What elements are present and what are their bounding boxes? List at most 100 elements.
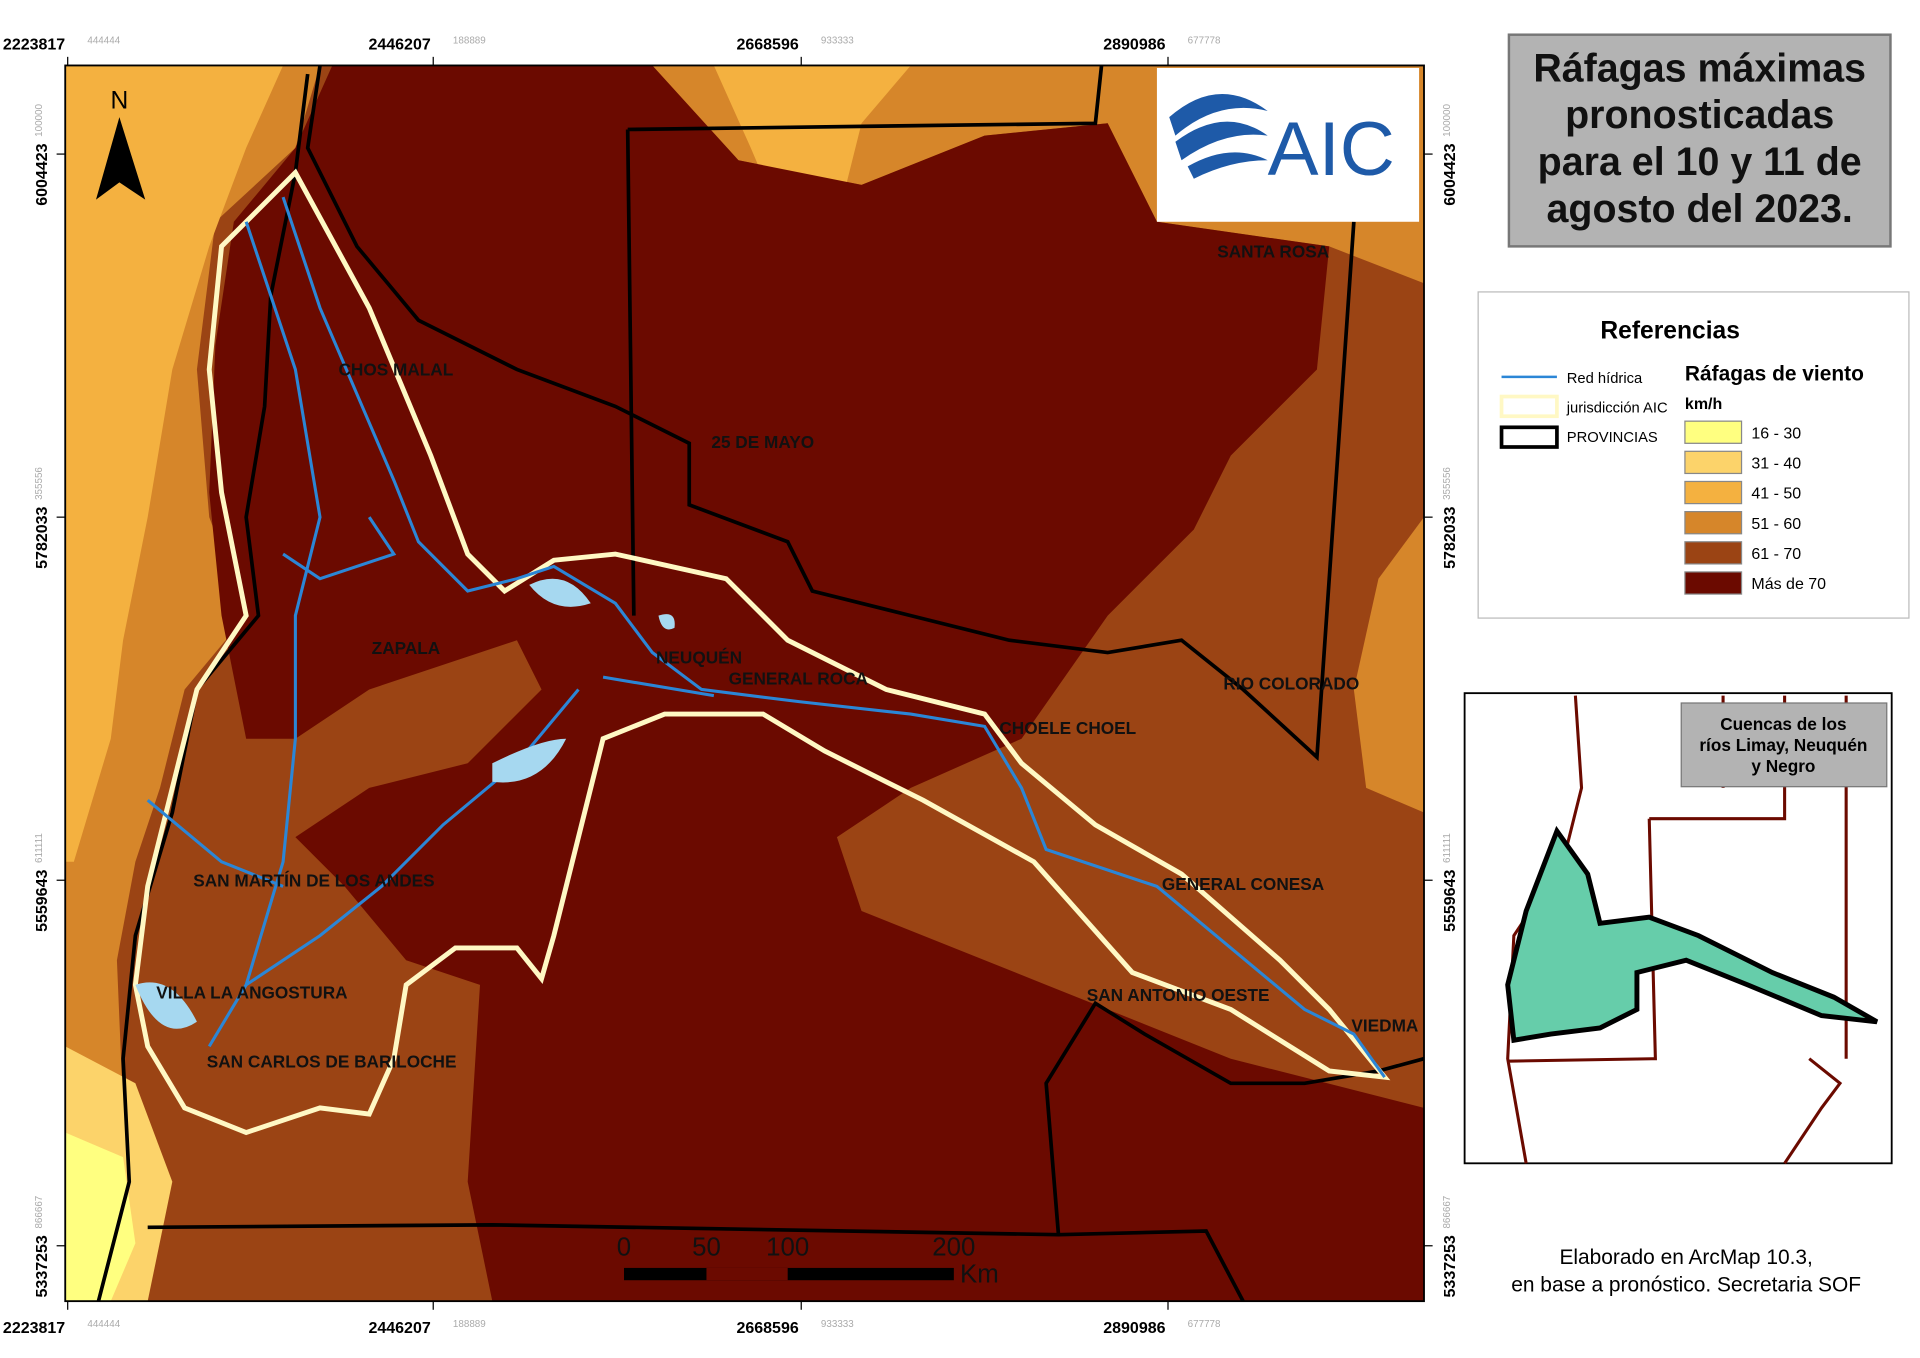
y-coord-label: 6004423 [34,143,51,205]
legend-class-label: 16 - 30 [1751,425,1801,442]
province-border [147,65,1424,1302]
place-label: CHOS MALAL [338,360,453,380]
x-coord-label: 2668596 [736,36,798,53]
x-coord-label: 2668596 [736,1320,798,1337]
inset-basin [1505,825,1879,1044]
title: pronosticadas [1565,93,1834,137]
logo-text: AIC [1268,107,1395,192]
x-coord-minor: 188889 [453,35,486,46]
y-coord-minor: 100000 [1442,104,1453,137]
inset-title-box [1680,702,1888,788]
place-label: SANTA ROSA [1217,241,1329,261]
x-coord-label: 2223817 [3,1320,65,1337]
scale-label: 50 [692,1234,721,1262]
y-coord-minor: 355556 [34,467,45,500]
scale-bar-segment [706,1267,788,1281]
legend-swatch [1684,450,1743,475]
province-border [96,73,310,1302]
y-coord-label: 5782033 [1442,506,1459,568]
legend-layer: jurisdicción AIC [1566,401,1668,417]
legend-juris-symbol [1499,394,1559,419]
legend-swatch [1684,541,1743,565]
legend-class-label: Más de 70 [1751,576,1826,593]
north-arrow [96,117,146,200]
x-coord-minor: 933333 [821,1319,854,1330]
place-label: VIEDMA [1351,1016,1418,1036]
legend-prov-symbol [1499,425,1559,449]
y-coord-minor: 100000 [34,104,45,137]
scale-label: 200 [932,1234,975,1262]
legend-title: Referencias [1600,318,1740,345]
place-label: RIO COLORADO [1223,673,1359,693]
x-coord-label: 2890986 [1103,1320,1165,1337]
legend-wind-title: Ráfagas de viento [1685,363,1864,386]
y-coord-label: 5337253 [34,1235,51,1297]
wind-zone [713,65,911,235]
inset-title: y Negro [1751,756,1815,776]
y-coord-label: 5559643 [1442,870,1459,932]
y-coord-minor: 611111 [1442,833,1453,863]
map-frame [65,65,1424,1302]
x-coord-label: 2223817 [3,36,65,53]
place-label: 25 DE MAYO [711,432,814,452]
y-coord-minor: 611111 [34,833,45,863]
y-coord-label: 5337253 [1442,1235,1459,1297]
place-label: SAN ANTONIO OESTE [1087,985,1270,1005]
title: Ráfagas máximas [1533,46,1866,90]
jurisdiction-boundary [132,168,1391,1136]
place-label: CHOELE CHOEL [999,718,1136,738]
frame-border [64,64,1425,1303]
legend-layer: Red hídrica [1567,371,1643,387]
y-coord-minor: 355556 [1442,467,1453,500]
x-coord-minor: 188889 [453,1319,486,1330]
place-label: SAN CARLOS DE BARILOCHE [207,1051,457,1071]
y-coord-label: 5782033 [34,506,51,568]
scale-unit: Km [960,1261,999,1289]
inset-title: Cuencas de los [1720,714,1846,734]
place-label: GENERAL ROCA [729,669,868,689]
credit: en base a pronóstico. Secretaria SOF [1511,1273,1861,1296]
credit: Elaborado en ArcMap 10.3, [1559,1246,1812,1269]
x-coord-minor: 933333 [821,35,854,46]
wind-zone [65,65,284,862]
legend-layer: PROVINCIAS [1567,430,1658,446]
place-label: VILLA LA ANGOSTURA [156,982,347,1002]
x-coord-label: 2890986 [1103,36,1165,53]
wind-zone [1353,517,1424,813]
scale-bar [624,1267,954,1281]
wind-zone [65,1132,136,1302]
title: agosto del 2023. [1547,187,1853,231]
y-coord-minor: 866667 [1442,1196,1453,1229]
legend-swatch [1684,571,1743,595]
scale-label: 0 [617,1234,631,1262]
scale-label: 100 [766,1234,809,1262]
place-label: NEUQUÉN [656,648,742,668]
x-coord-minor: 677778 [1188,1319,1221,1330]
y-coord-label: 5559643 [34,870,51,932]
y-coord-label: 6004423 [1442,143,1459,205]
x-coord-label: 2446207 [368,36,430,53]
x-coord-minor: 677778 [1188,35,1221,46]
x-coord-minor: 444444 [87,35,120,46]
x-coord-label: 2446207 [368,1320,430,1337]
title-box [1507,33,1892,248]
title: para el 10 y 11 de [1538,140,1862,184]
wind-zone [209,65,1424,1302]
legend-class-label: 51 - 60 [1751,516,1801,533]
river [146,196,1386,1079]
legend-class-label: 61 - 70 [1751,546,1801,563]
place-label: ZAPALA [372,638,441,658]
legend-swatch [1684,511,1743,535]
place-label: SAN MARTÍN DE LOS ANDES [193,870,434,890]
legend-class-label: 41 - 50 [1751,486,1801,503]
place-label: GENERAL CONESA [1162,874,1324,894]
legend-swatch [1684,480,1743,505]
legend-class-label: 31 - 40 [1751,456,1801,473]
inset-title: ríos Limay, Neuquén [1699,735,1867,755]
logo-waves [1169,93,1268,179]
legend-unit: km/h [1685,396,1722,413]
y-coord-minor: 866667 [34,1196,45,1229]
x-coord-minor: 444444 [87,1319,120,1330]
